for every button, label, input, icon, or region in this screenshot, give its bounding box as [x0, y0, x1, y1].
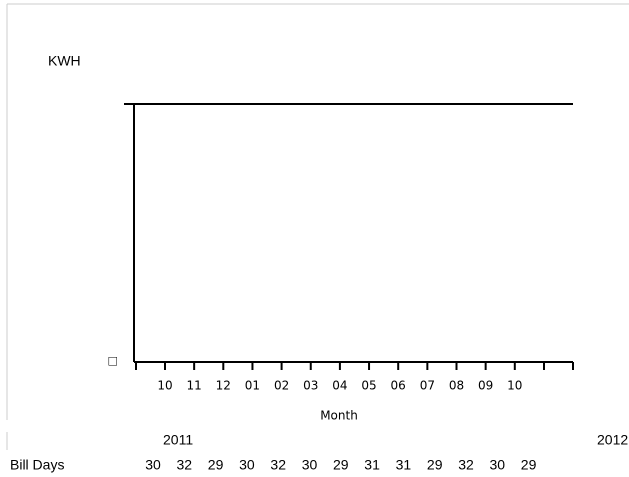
x-tick-label: 09 — [478, 379, 493, 393]
x-tick-label: 02 — [274, 379, 289, 393]
bill-days-value: 30 — [239, 457, 255, 473]
bill-days-value: 29 — [427, 457, 443, 473]
year-label: 2012 — [597, 432, 628, 448]
x-tick-label: 01 — [245, 379, 260, 393]
bill-days-value: 29 — [208, 457, 224, 473]
x-tick-label: 08 — [449, 379, 464, 393]
x-tick-label: 11 — [187, 379, 202, 393]
bill-days-value: 32 — [270, 457, 286, 473]
bill-days-value: 31 — [396, 457, 412, 473]
bill-days-value: 30 — [302, 457, 318, 473]
x-tick-label: 03 — [303, 379, 318, 393]
bill-days-value: 31 — [364, 457, 380, 473]
bill-days-value: 29 — [521, 457, 537, 473]
x-tick-label: 06 — [391, 379, 406, 393]
bill-days-value: 32 — [458, 457, 474, 473]
x-tick-label: 10 — [157, 379, 172, 393]
y-axis-label: KWH — [48, 53, 81, 69]
year-label: 2011 — [163, 432, 193, 448]
bill-days-label: Bill Days — [10, 457, 64, 473]
x-tick-label: 05 — [361, 379, 376, 393]
bill-days-value: 30 — [145, 457, 161, 473]
bill-days-value: 30 — [490, 457, 506, 473]
bill-days-value: 32 — [177, 457, 193, 473]
x-tick-label: 07 — [420, 379, 435, 393]
y-tick-label: □ — [109, 353, 118, 369]
x-axis-label: Month — [320, 409, 358, 423]
x-tick-label: 12 — [216, 379, 231, 393]
x-tick-label: 10 — [507, 379, 522, 393]
x-tick-label: 04 — [332, 379, 347, 393]
bill-days-value: 29 — [333, 457, 349, 473]
